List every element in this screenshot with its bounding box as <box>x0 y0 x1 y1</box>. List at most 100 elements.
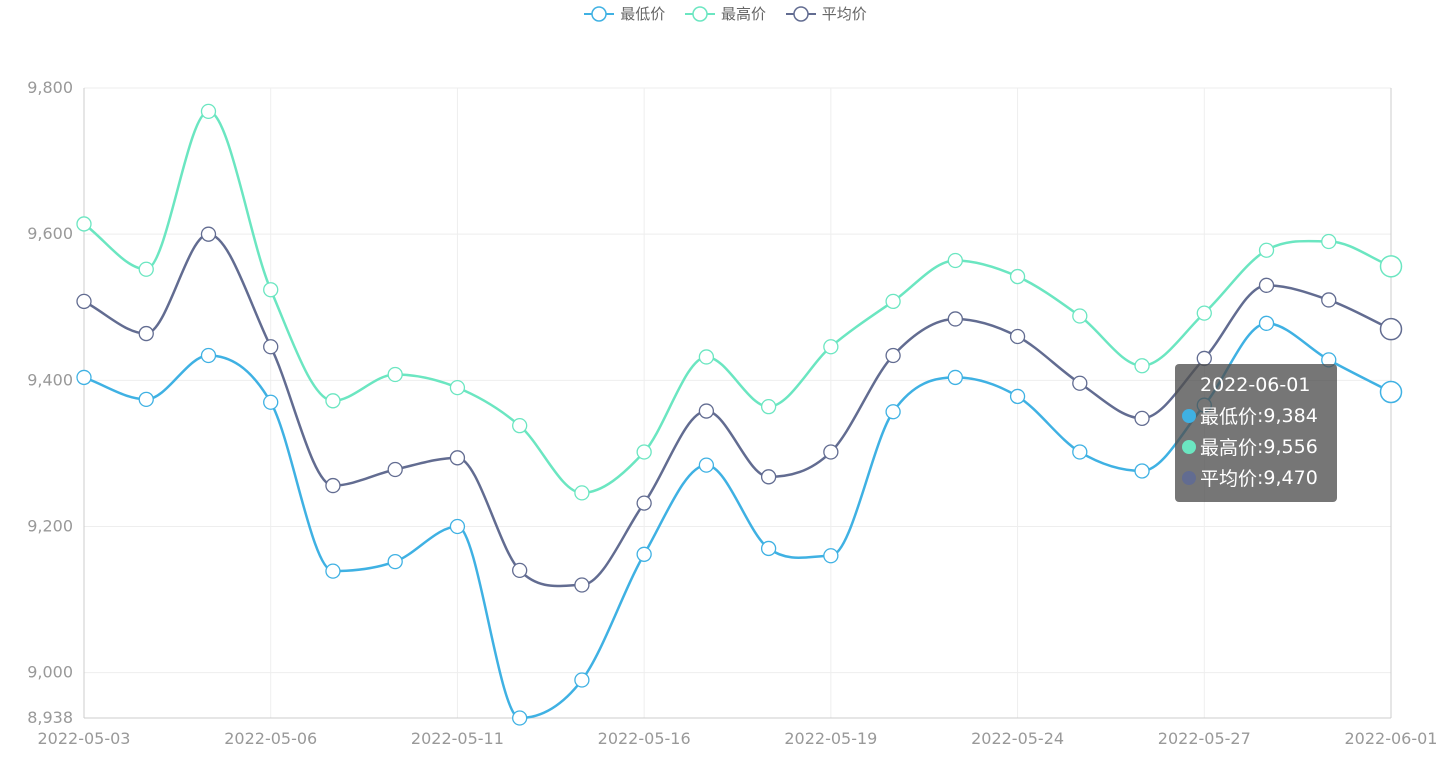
data-point <box>325 393 341 409</box>
tooltip-title: 2022-06-01 <box>1200 374 1311 396</box>
data-point <box>1009 328 1026 345</box>
data-point <box>76 293 92 310</box>
data-point <box>760 469 777 485</box>
x-tick-label: 2022-06-01 <box>1345 729 1438 748</box>
data-point <box>200 347 217 364</box>
legend-line-circle-icon <box>684 5 715 22</box>
data-point <box>1258 277 1275 293</box>
data-point <box>1379 255 1403 278</box>
legend: 最低价 最高价 平均价 <box>0 3 1450 26</box>
tooltip-row: 平均价: 9,470 <box>1182 462 1337 493</box>
tooltip-row: 最低价: 9,384 <box>1182 400 1337 431</box>
data-point <box>325 477 341 494</box>
data-point <box>885 404 901 420</box>
legend-label: 平均价 <box>821 5 867 23</box>
data-point <box>512 562 528 579</box>
legend-line-circle-icon <box>584 5 615 22</box>
data-point <box>698 349 715 365</box>
data-point <box>1072 375 1088 391</box>
data-point <box>1196 305 1212 321</box>
data-point <box>263 394 279 410</box>
legend-label: 最高价 <box>720 5 766 23</box>
data-point <box>449 518 466 535</box>
x-tick-label: 2022-05-24 <box>971 729 1064 748</box>
data-point <box>1258 315 1275 331</box>
data-point <box>200 226 217 242</box>
tooltip-series-name: 最高价 <box>1200 437 1258 459</box>
y-tick-label: 9,000 <box>27 663 73 682</box>
tooltip: 2022-06-01 最低价: 9,384 最高价: 9,556 平均价: 9,… <box>1175 364 1337 502</box>
data-point <box>1134 463 1150 479</box>
tooltip-series-name: 平均价 <box>1200 468 1258 490</box>
data-point <box>636 546 652 562</box>
data-point <box>512 418 528 434</box>
data-point <box>138 391 154 407</box>
data-point <box>1072 444 1088 460</box>
data-point <box>1009 388 1026 405</box>
data-point <box>387 553 403 570</box>
tooltip-series-value: 9,384 <box>1263 404 1318 427</box>
legend-item-avg[interactable]: 平均价 <box>785 3 867 24</box>
data-point <box>1009 268 1026 285</box>
data-point <box>636 495 652 511</box>
series-2 <box>76 226 1403 593</box>
series-dot-icon <box>1182 439 1196 454</box>
data-point <box>947 369 963 386</box>
data-point <box>1321 292 1337 308</box>
legend-label: 最低价 <box>620 5 666 23</box>
data-point <box>1072 308 1088 324</box>
tooltip-series-value: 9,470 <box>1263 466 1318 489</box>
y-tick-label: 9,400 <box>27 370 73 389</box>
data-point <box>1134 358 1150 374</box>
y-tick-label: 8,938 <box>27 708 73 727</box>
x-tick-label: 2022-05-19 <box>784 729 877 748</box>
data-point <box>760 540 777 557</box>
data-point <box>138 261 154 277</box>
data-point <box>325 563 341 579</box>
data-point <box>387 366 403 383</box>
axis-labels: 8,938 9,000 9,200 9,400 9,600 9,800 2022-05-03… <box>27 78 1437 748</box>
data-point <box>1379 317 1403 341</box>
series-layer <box>76 103 1403 726</box>
data-point <box>138 325 154 342</box>
data-point <box>574 485 590 501</box>
x-tick-label: 2022-05-03 <box>38 729 131 748</box>
data-point <box>512 710 528 726</box>
legend-item-min[interactable]: 最低价 <box>583 3 665 24</box>
legend-line-circle-icon <box>785 5 816 22</box>
data-point <box>574 672 590 688</box>
data-point <box>698 457 715 473</box>
data-point <box>1134 410 1150 426</box>
x-tick-label: 2022-05-16 <box>598 729 691 748</box>
series-dot-icon <box>1182 470 1196 485</box>
series-line <box>83 110 1392 495</box>
data-point <box>947 252 963 269</box>
y-tick-label: 9,600 <box>27 224 73 243</box>
x-tick-label: 2022-05-27 <box>1158 729 1251 748</box>
data-point <box>1379 380 1403 404</box>
tooltip-series-name: 最低价 <box>1200 406 1258 428</box>
y-tick-label: 9,200 <box>27 517 73 536</box>
data-point <box>760 399 777 415</box>
legend-item-max[interactable]: 最高价 <box>684 3 766 24</box>
data-point <box>885 293 901 310</box>
data-point <box>263 339 279 355</box>
data-point <box>263 282 279 298</box>
series-dot-icon <box>1182 408 1196 423</box>
data-point <box>574 577 590 593</box>
x-tick-label: 2022-05-11 <box>411 729 504 748</box>
y-tick-label: 9,800 <box>27 78 73 97</box>
data-point <box>449 450 466 466</box>
data-point <box>1321 233 1337 250</box>
data-point <box>885 347 901 364</box>
data-point <box>823 444 839 460</box>
data-point <box>76 216 92 232</box>
data-point <box>76 369 92 386</box>
x-tick-label: 2022-05-06 <box>224 729 317 748</box>
data-point <box>449 380 466 396</box>
data-point <box>200 103 217 120</box>
tooltip-series-value: 9,556 <box>1263 435 1318 458</box>
data-point <box>387 461 403 478</box>
data-point <box>636 444 652 460</box>
